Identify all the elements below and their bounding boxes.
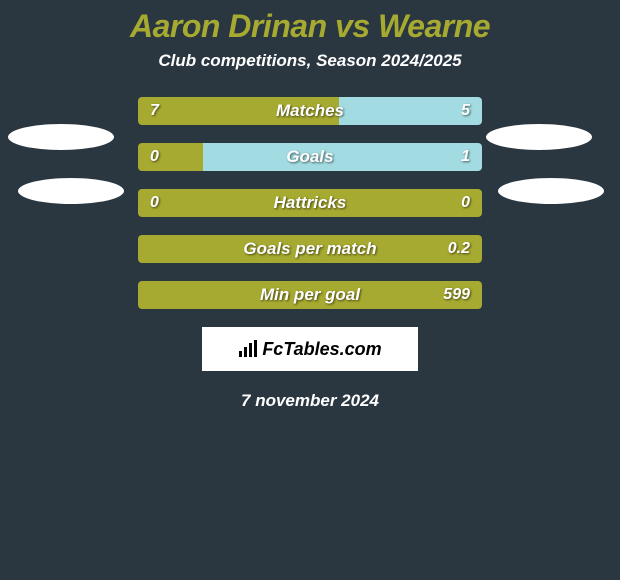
brand-box: FcTables.com [202, 327, 418, 371]
stat-value-left: 0 [150, 143, 159, 171]
stat-row: Hattricks0 0 [138, 189, 482, 217]
stat-label: Min per goal [138, 281, 482, 309]
stat-value-right: 0.2 [448, 235, 470, 263]
stat-value-left: 7 [150, 97, 159, 125]
player-ellipse-right [498, 178, 604, 204]
stat-value-left: 0 [150, 189, 159, 217]
stat-value-right: 599 [443, 281, 470, 309]
stat-row: Goals0 1 [138, 143, 482, 171]
player-ellipse-left [8, 124, 114, 150]
stat-value-right: 5 [461, 97, 470, 125]
stat-label: Goals per match [138, 235, 482, 263]
player-ellipse-right [486, 124, 592, 150]
stat-row: Goals per match0.2 [138, 235, 482, 263]
stat-row: Matches7 5 [138, 97, 482, 125]
stat-value-right: 1 [461, 143, 470, 171]
page-title: Aaron Drinan vs Wearne [0, 0, 620, 45]
footer-date: 7 november 2024 [0, 391, 620, 411]
stat-label: Hattricks [138, 189, 482, 217]
stat-label: Matches [138, 97, 482, 125]
bar-chart-icon [238, 340, 258, 358]
brand-text: FcTables.com [238, 339, 381, 360]
subtitle: Club competitions, Season 2024/2025 [0, 51, 620, 71]
stat-label: Goals [138, 143, 482, 171]
player-ellipse-left [18, 178, 124, 204]
stat-row: Min per goal599 [138, 281, 482, 309]
brand-label: FcTables.com [262, 339, 381, 360]
stat-value-right: 0 [461, 189, 470, 217]
